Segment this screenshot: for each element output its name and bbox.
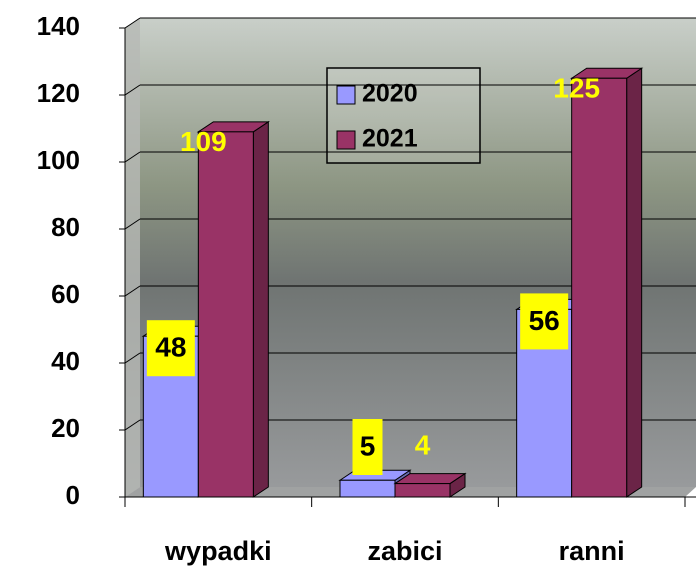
y-tick-label: 40 bbox=[51, 346, 80, 376]
grid-line bbox=[124, 218, 141, 230]
side-wall bbox=[125, 18, 140, 497]
grid-line bbox=[124, 419, 141, 431]
bar bbox=[571, 77, 628, 498]
data-label: 109 bbox=[180, 126, 227, 157]
y-tick-label: 140 bbox=[37, 11, 80, 41]
data-label: 4 bbox=[415, 429, 431, 460]
data-label-box bbox=[146, 320, 195, 377]
bar bbox=[394, 483, 451, 498]
y-tick-label: 120 bbox=[37, 78, 80, 108]
y-tick-label: 80 bbox=[51, 212, 80, 242]
bar-side bbox=[252, 120, 269, 498]
data-label: 125 bbox=[553, 73, 600, 104]
x-tick-label: zabici bbox=[367, 536, 442, 566]
grid-line bbox=[124, 285, 141, 297]
data-label: 56 bbox=[529, 305, 560, 336]
x-tick-label: wypadki bbox=[164, 536, 272, 566]
x-tick-label: ranni bbox=[559, 536, 625, 566]
legend-swatch bbox=[336, 85, 356, 105]
bar-side bbox=[626, 67, 643, 498]
data-label-box bbox=[352, 419, 383, 475]
data-label: 5 bbox=[360, 430, 376, 461]
y-tick-label: 100 bbox=[37, 145, 80, 175]
y-tick-label: 60 bbox=[51, 279, 80, 309]
grid-line bbox=[124, 352, 141, 364]
grid-line bbox=[124, 84, 141, 96]
grid-line bbox=[124, 17, 141, 29]
y-tick-label: 20 bbox=[51, 413, 80, 443]
bar bbox=[197, 131, 254, 498]
legend-label: 2020 bbox=[362, 80, 418, 108]
data-label-box bbox=[520, 293, 569, 350]
legend: 2020 2021 bbox=[326, 67, 481, 164]
y-tick-label: 0 bbox=[66, 480, 80, 510]
grid-line bbox=[124, 151, 141, 163]
data-label: 48 bbox=[155, 332, 186, 363]
legend-label: 2021 bbox=[362, 125, 418, 153]
bar bbox=[339, 479, 396, 498]
legend-swatch bbox=[336, 130, 356, 150]
